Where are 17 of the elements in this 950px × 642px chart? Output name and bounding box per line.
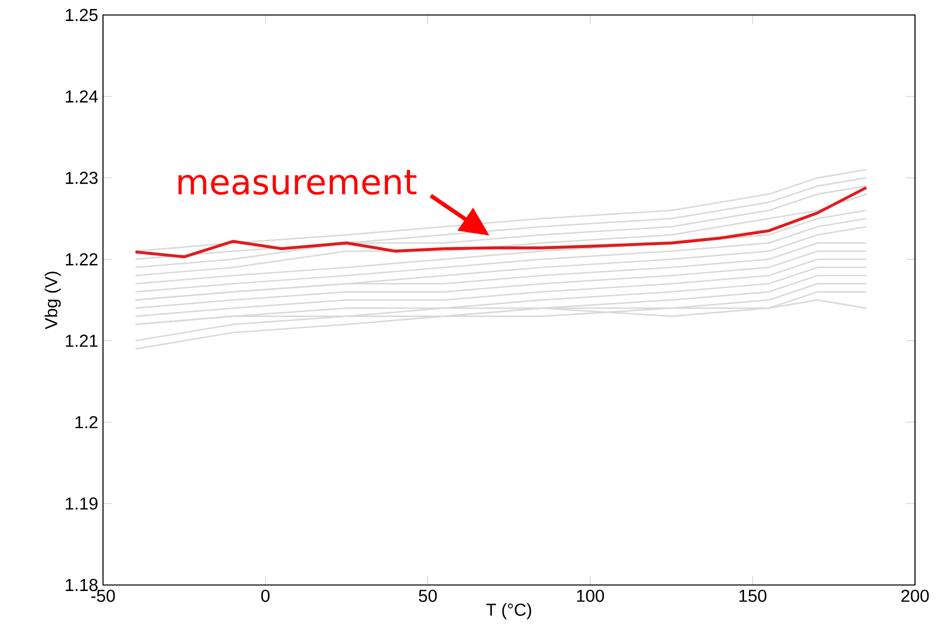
- x-tick-label: 50: [418, 590, 437, 602]
- annotation: measurement: [178, 170, 416, 195]
- y-tick-label: 1.23: [66, 172, 98, 184]
- x-tick-label: 100: [577, 590, 604, 602]
- y-tick-label: 1.2: [76, 416, 98, 428]
- x-tick-label: -50: [91, 590, 115, 602]
- y-tick-label: 1.18: [66, 578, 98, 592]
- x-tick-label: 200: [901, 590, 929, 602]
- y-tick-label: 1.21: [66, 334, 98, 347]
- y-tick-label: 1.24: [66, 90, 98, 102]
- y-tick-label: 1.19: [66, 497, 98, 510]
- y-axis-title: Vbg (V): [44, 272, 61, 330]
- x-tick-label: 150: [739, 590, 766, 602]
- x-tick-label: 0: [261, 590, 270, 602]
- y-tick-label: 1.25: [66, 8, 98, 22]
- x-axis-title: T (°C): [486, 603, 532, 620]
- y-tick-label: 1.22: [66, 253, 98, 266]
